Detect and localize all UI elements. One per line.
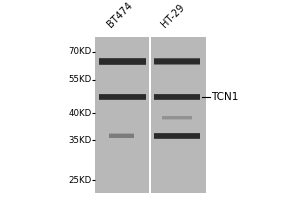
Bar: [94, 37, 206, 193]
Bar: [154, 133, 200, 138]
Bar: [99, 59, 146, 64]
Bar: [99, 94, 146, 100]
Text: TCN1: TCN1: [212, 92, 239, 102]
Bar: [154, 95, 200, 99]
Bar: [154, 59, 200, 63]
Bar: [109, 134, 134, 138]
Bar: [154, 94, 200, 100]
Bar: [99, 94, 146, 100]
Bar: [154, 134, 200, 137]
Bar: [109, 134, 134, 137]
Bar: [109, 134, 134, 138]
Bar: [154, 134, 200, 138]
Bar: [99, 95, 146, 99]
Bar: [162, 117, 192, 119]
Bar: [109, 134, 134, 138]
Text: BT474: BT474: [105, 0, 134, 29]
Bar: [154, 58, 200, 64]
Bar: [99, 95, 146, 99]
Text: 40KD: 40KD: [68, 109, 92, 118]
Bar: [154, 59, 200, 64]
Text: 55KD: 55KD: [68, 75, 92, 84]
Bar: [154, 133, 200, 139]
Bar: [99, 95, 146, 99]
Bar: [109, 133, 134, 138]
Text: 35KD: 35KD: [68, 136, 92, 145]
Bar: [99, 95, 146, 98]
Bar: [154, 94, 200, 99]
Bar: [99, 59, 146, 64]
Bar: [154, 59, 200, 64]
Bar: [154, 95, 200, 99]
Bar: [154, 60, 200, 63]
Bar: [99, 95, 146, 99]
Bar: [154, 134, 200, 138]
Bar: [109, 135, 134, 137]
Text: 25KD: 25KD: [68, 176, 92, 185]
Bar: [149, 37, 151, 193]
Bar: [99, 59, 146, 64]
Bar: [99, 59, 146, 63]
Bar: [154, 59, 200, 64]
Bar: [154, 95, 200, 98]
Bar: [154, 59, 200, 64]
Bar: [154, 134, 200, 138]
Bar: [99, 58, 146, 65]
Bar: [99, 94, 146, 100]
Bar: [154, 58, 200, 65]
Bar: [162, 116, 192, 119]
Bar: [162, 116, 192, 119]
Text: 70KD: 70KD: [68, 47, 92, 56]
Bar: [99, 60, 146, 63]
Bar: [154, 95, 200, 99]
Bar: [154, 134, 200, 138]
Bar: [99, 58, 146, 65]
Bar: [154, 60, 200, 63]
Bar: [162, 116, 192, 119]
Bar: [162, 117, 192, 119]
Bar: [154, 95, 200, 99]
Text: HT-29: HT-29: [159, 2, 187, 29]
Bar: [154, 94, 200, 100]
Bar: [162, 116, 192, 119]
Bar: [109, 134, 134, 138]
Bar: [99, 59, 146, 64]
Bar: [154, 133, 200, 139]
Bar: [99, 94, 146, 99]
Bar: [162, 117, 192, 119]
Bar: [154, 133, 200, 139]
Bar: [109, 135, 134, 137]
Bar: [162, 116, 192, 120]
Bar: [99, 58, 146, 65]
Bar: [109, 134, 134, 138]
Bar: [154, 94, 200, 100]
Bar: [162, 116, 192, 119]
